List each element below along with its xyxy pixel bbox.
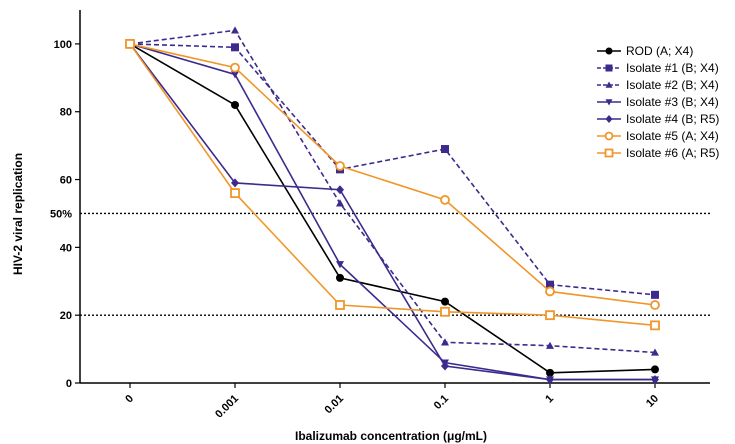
data-point <box>546 375 554 385</box>
data-point <box>336 273 344 282</box>
series-line <box>129 43 656 306</box>
data-point <box>231 43 239 52</box>
legend-marker <box>605 47 613 55</box>
data-point <box>336 185 344 195</box>
axes <box>79 10 710 384</box>
legend-marker <box>604 148 614 158</box>
legend-label: Isolate #2 (B; X4) <box>626 78 719 92</box>
data-point <box>231 100 239 109</box>
data-point <box>650 320 660 331</box>
x-tick-label: 10 <box>644 393 661 410</box>
data-point <box>440 194 450 205</box>
legend-label: Isolate #1 (B; X4) <box>626 61 719 75</box>
y-tick-label: 80 <box>60 107 72 119</box>
series-line <box>129 43 656 374</box>
y-tick-label: 60 <box>60 175 72 187</box>
data-point <box>230 62 240 73</box>
data-point <box>230 188 240 199</box>
y-tick-label: 0 <box>66 378 72 390</box>
reference-line-label: 50% <box>50 208 72 220</box>
legend-label: Isolate #6 (A; R5) <box>626 146 719 160</box>
data-point <box>125 39 135 49</box>
data-point <box>651 348 659 356</box>
data-point <box>441 361 449 371</box>
data-point <box>441 145 449 154</box>
legend-label: Isolate #5 (A; X4) <box>626 129 719 143</box>
data-point <box>651 375 659 385</box>
x-tick-label: 0 <box>123 393 136 406</box>
data-series <box>125 26 660 385</box>
data-point <box>545 310 555 321</box>
data-point <box>336 199 344 207</box>
legend-label: Isolate #3 (B; X4) <box>626 95 719 109</box>
x-tick-label: 0.01 <box>322 393 346 417</box>
legend-marker <box>604 131 614 141</box>
data-point <box>651 290 659 299</box>
reference-lines: 50% <box>50 208 710 316</box>
y-tick-label: 100 <box>54 39 72 51</box>
legend-item: Isolate #2 (B; X4) <box>597 78 719 92</box>
data-point <box>231 26 239 34</box>
data-point <box>546 368 554 377</box>
data-point <box>336 261 344 269</box>
series-4 <box>126 40 659 384</box>
y-tick-label: 40 <box>60 242 72 254</box>
x-tick-label: 1 <box>543 393 556 406</box>
legend-label: Isolate #4 (B; R5) <box>626 112 719 126</box>
data-point <box>545 286 555 297</box>
legend-item: Isolate #6 (A; R5) <box>597 146 719 160</box>
series-3 <box>126 26 659 356</box>
series-line <box>129 43 655 381</box>
legend-marker <box>605 115 613 123</box>
data-point <box>335 161 345 171</box>
data-point <box>650 300 660 310</box>
series-line <box>129 43 655 381</box>
legend-marker <box>605 64 613 72</box>
series-6 <box>125 39 660 310</box>
series-line <box>129 43 656 327</box>
x-tick-label: 0.001 <box>213 393 241 421</box>
x-axis-title: Ibalizumab concentration (μg/mL) <box>295 429 487 443</box>
data-point <box>440 306 450 317</box>
data-point <box>231 178 239 188</box>
data-point <box>231 71 239 79</box>
series-2 <box>126 39 659 299</box>
legend-marker <box>605 99 613 106</box>
legend-item: Isolate #4 (B; R5) <box>597 112 719 126</box>
legend: ROD (A; X4) Isolate #1 (B; X4) Isolate #2 … <box>597 44 719 160</box>
series-5 <box>126 39 659 385</box>
y-tick-label: 20 <box>60 310 72 322</box>
data-point <box>441 338 449 346</box>
series-line <box>129 43 656 296</box>
x-axis-ticks: 0 0.001 0.01 0.1 1 10 <box>123 383 661 421</box>
legend-item: ROD (A; X4) <box>597 44 693 58</box>
y-axis-ticks: 0 20 40 60 80 100 <box>54 39 80 390</box>
data-point <box>441 297 449 306</box>
legend-item: Isolate #3 (B; X4) <box>597 95 719 109</box>
data-point <box>546 341 554 349</box>
legend-item: Isolate #5 (A; X4) <box>597 129 719 143</box>
data-point <box>546 280 554 289</box>
legend-marker <box>605 81 613 88</box>
series-1 <box>126 39 659 377</box>
series-7 <box>125 39 660 331</box>
series-line <box>129 29 656 354</box>
data-point <box>335 300 345 310</box>
x-tick-label: 0.1 <box>432 393 451 412</box>
legend-label: ROD (A; X4) <box>626 44 693 58</box>
legend-item: Isolate #1 (B; X4) <box>597 61 719 75</box>
y-axis-title: HIV-2 viral replication <box>11 153 25 275</box>
data-point <box>651 365 659 374</box>
